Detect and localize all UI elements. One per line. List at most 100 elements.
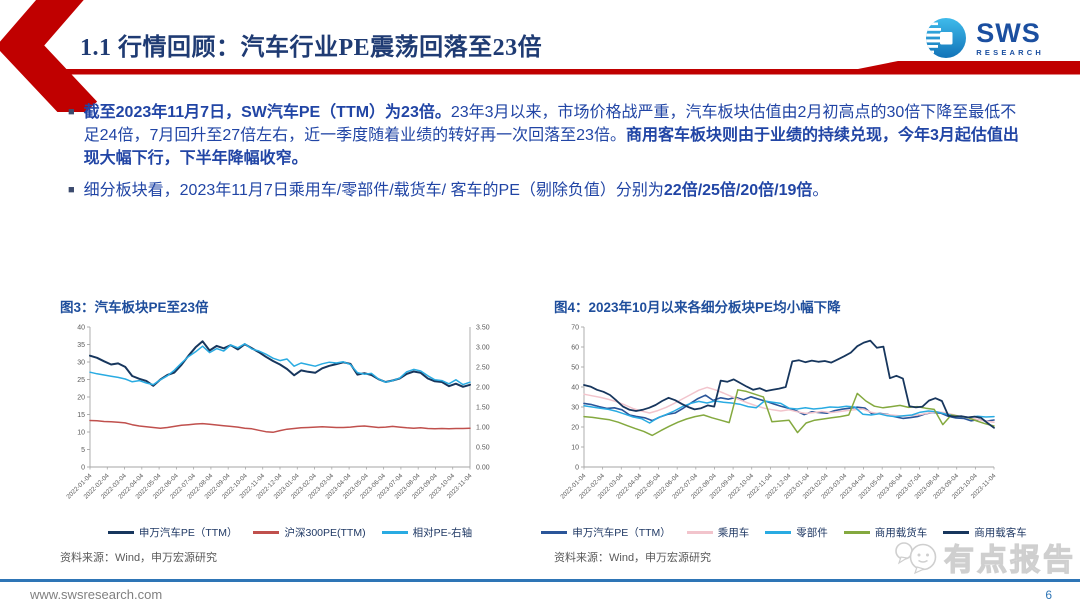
svg-text:20: 20	[571, 424, 579, 431]
chart-4-legend: 申万汽车PE（TTM） 乘用车 零部件 商用载货车 商用载客车	[541, 525, 1027, 540]
bullet-2-bold: 22倍/25倍/20倍/19倍	[663, 182, 813, 199]
watermark: 有点报告	[893, 535, 1076, 579]
chart-3-plot: 0 5 10 15 20 25 30 35 40 0.00 0.50 1.00 1.50 2.00 2.50…	[65, 324, 490, 501]
legend-label: 沪深300PE(TTM)	[284, 527, 366, 539]
legend-item: 乘用车	[686, 525, 750, 540]
footer-divider	[0, 579, 1080, 582]
legend-label: 申万汽车PE（TTM）	[138, 527, 238, 539]
svg-text:30: 30	[571, 404, 579, 411]
chart-4-title: 图4：2023年10月以来各细分板块PE均小幅下降	[554, 300, 841, 315]
bullet-2-text: 细分板块看，2023年11月7日乘用车/零部件/载货车/ 客车的PE（剔除负值）…	[84, 179, 829, 202]
bullet-square-icon: ■	[68, 106, 75, 118]
series-line-1	[89, 419, 471, 434]
legend-item: 申万汽车PE（TTM）	[107, 525, 238, 540]
bullet-2: ■ 细分板块看，2023年11月7日乘用车/零部件/载货车/ 客车的PE（剔除负…	[68, 179, 1026, 202]
bullet-1-bold-lead: 截至2023年11月7日，SW汽车PE（TTM）为23倍。	[83, 104, 451, 121]
svg-text:40: 40	[77, 324, 85, 331]
series-line-2	[583, 400, 995, 424]
legend-label: 商用载货车	[874, 527, 928, 539]
sws-logo: SWS RESEARCH	[923, 15, 1044, 61]
summary-bullets: ■ 截至2023年11月7日，SW汽车PE（TTM）为23倍。23年3月以来，市…	[68, 101, 1026, 211]
logo-text-sws: SWS	[976, 17, 1041, 48]
y2-axis-labels: 0.00 0.50 1.00 1.50 2.00 2.50 3.00 3.50	[476, 324, 490, 471]
series-line-4	[583, 339, 995, 429]
svg-text:5: 5	[81, 447, 85, 454]
chart-3-legend: 申万汽车PE（TTM） 沪深300PE(TTM) 相对PE-右轴	[60, 525, 520, 540]
legend-item: 申万汽车PE（TTM）	[541, 525, 671, 540]
svg-text:60: 60	[571, 344, 579, 351]
chart-pe-trend: 图3：汽车板块PE至23倍 0 5 10 15 20 25 30 35 40 0.00 0.50 1.…	[60, 296, 520, 565]
svg-text:50: 50	[571, 364, 579, 371]
svg-text:20: 20	[77, 394, 85, 401]
svg-text:0: 0	[575, 464, 579, 471]
series-line-0	[89, 340, 471, 388]
axes	[89, 327, 471, 468]
x-axis-labels: 2022-01-042022-02-042022-03-042022-04-04…	[65, 467, 474, 501]
footer-url[interactable]: www.swsresearch.com	[30, 587, 163, 602]
legend-label: 相对PE-右轴	[412, 527, 473, 539]
y-axis-labels: 0 5 10 15 20 25 30 35 40	[77, 324, 90, 471]
legend-item: 沪深300PE(TTM)	[253, 525, 366, 540]
chart-segment-pe: 图4：2023年10月以来各细分板块PE均小幅下降 0 10 20 30 40 50 60 7…	[541, 296, 1027, 565]
bullet-1: ■ 截至2023年11月7日，SW汽车PE（TTM）为23倍。23年3月以来，市…	[68, 101, 1026, 170]
chart-4-plot: 0 10 20 30 40 50 60 70 2022-01-042022-02-042022-…	[559, 324, 998, 501]
legend-item: 商用载客车	[943, 525, 1027, 540]
legend-swatch	[381, 531, 408, 534]
legend-label: 商用载客车	[974, 527, 1027, 539]
svg-text:25: 25	[77, 377, 85, 384]
series-line-2	[89, 343, 471, 386]
red-chevron-shape	[0, 0, 98, 112]
svg-text:70: 70	[571, 324, 579, 331]
legend-swatch	[765, 531, 792, 534]
chart-3-source: 资料来源：Wind，申万宏源研究	[60, 552, 218, 564]
svg-text:15: 15	[77, 412, 85, 419]
x-axis-labels: 2022-01-042022-02-042022-03-042022-04-04…	[559, 467, 998, 501]
series-lines	[583, 339, 995, 437]
svg-text:3.50: 3.50	[476, 324, 490, 331]
logo-text-research: RESEARCH	[976, 47, 1044, 57]
charts-row: 图3：汽车板块PE至23倍 0 5 10 15 20 25 30 35 40 0.00 0.50 1.…	[60, 296, 1027, 565]
svg-text:30: 30	[77, 359, 85, 366]
sws-globe-icon	[926, 18, 967, 58]
legend-swatch	[253, 531, 280, 534]
svg-text:0: 0	[81, 464, 85, 471]
svg-text:35: 35	[77, 342, 85, 349]
y-axis-labels: 0 10 20 30 40 50 60 70	[571, 324, 584, 471]
svg-text:40: 40	[571, 384, 579, 391]
svg-text:0.00: 0.00	[476, 464, 490, 471]
svg-text:0.50: 0.50	[476, 444, 490, 451]
legend-item: 商用载货车	[843, 525, 928, 540]
page-number: 6	[1045, 588, 1052, 602]
title-underline	[66, 61, 1080, 75]
chart-4-source: 资料来源：Wind，申万宏源研究	[554, 552, 712, 564]
svg-text:1.50: 1.50	[476, 404, 490, 411]
watermark-text: 有点报告	[943, 543, 1076, 577]
svg-text:2.00: 2.00	[476, 384, 490, 391]
svg-text:2.50: 2.50	[476, 364, 490, 371]
legend-label: 零部件	[796, 527, 828, 539]
legend-swatch	[943, 531, 970, 534]
legend-label: 乘用车	[717, 527, 750, 539]
legend-swatch	[541, 531, 568, 534]
svg-text:1.00: 1.00	[476, 424, 490, 431]
bullet-1-bold-tail: 商用客车板块则由于业绩的持续兑现，今年3月起估值出现大幅下行，下半年降幅收窄。	[83, 127, 1019, 167]
legend-swatch	[107, 531, 134, 534]
series-line-1	[583, 386, 995, 423]
bullet-1-regular: 23年3月以来，市场价格战严重，汽车板块估值由2月初高点的30倍下降至最低不足2…	[83, 104, 1017, 144]
chart-3-title: 图3：汽车板块PE至23倍	[60, 300, 209, 315]
legend-item: 相对PE-右轴	[381, 525, 473, 540]
series-lines	[89, 340, 471, 434]
legend-swatch	[686, 531, 713, 534]
legend-label: 申万汽车PE（TTM）	[572, 527, 671, 539]
svg-text:3.00: 3.00	[476, 344, 490, 351]
legend-swatch	[843, 531, 870, 534]
svg-text:10: 10	[77, 429, 85, 436]
logo-texts: SWS RESEARCH	[976, 17, 1044, 57]
bullet-1-text: 截至2023年11月7日，SW汽车PE（TTM）为23倍。23年3月以来，市场价…	[84, 101, 1026, 170]
page-title: 1.1 行情回顾：汽车行业PE震荡回落至23倍	[80, 35, 543, 61]
axes	[583, 327, 994, 468]
legend-item: 零部件	[765, 525, 828, 540]
series-line-3	[583, 389, 995, 437]
svg-text:10: 10	[571, 444, 579, 451]
